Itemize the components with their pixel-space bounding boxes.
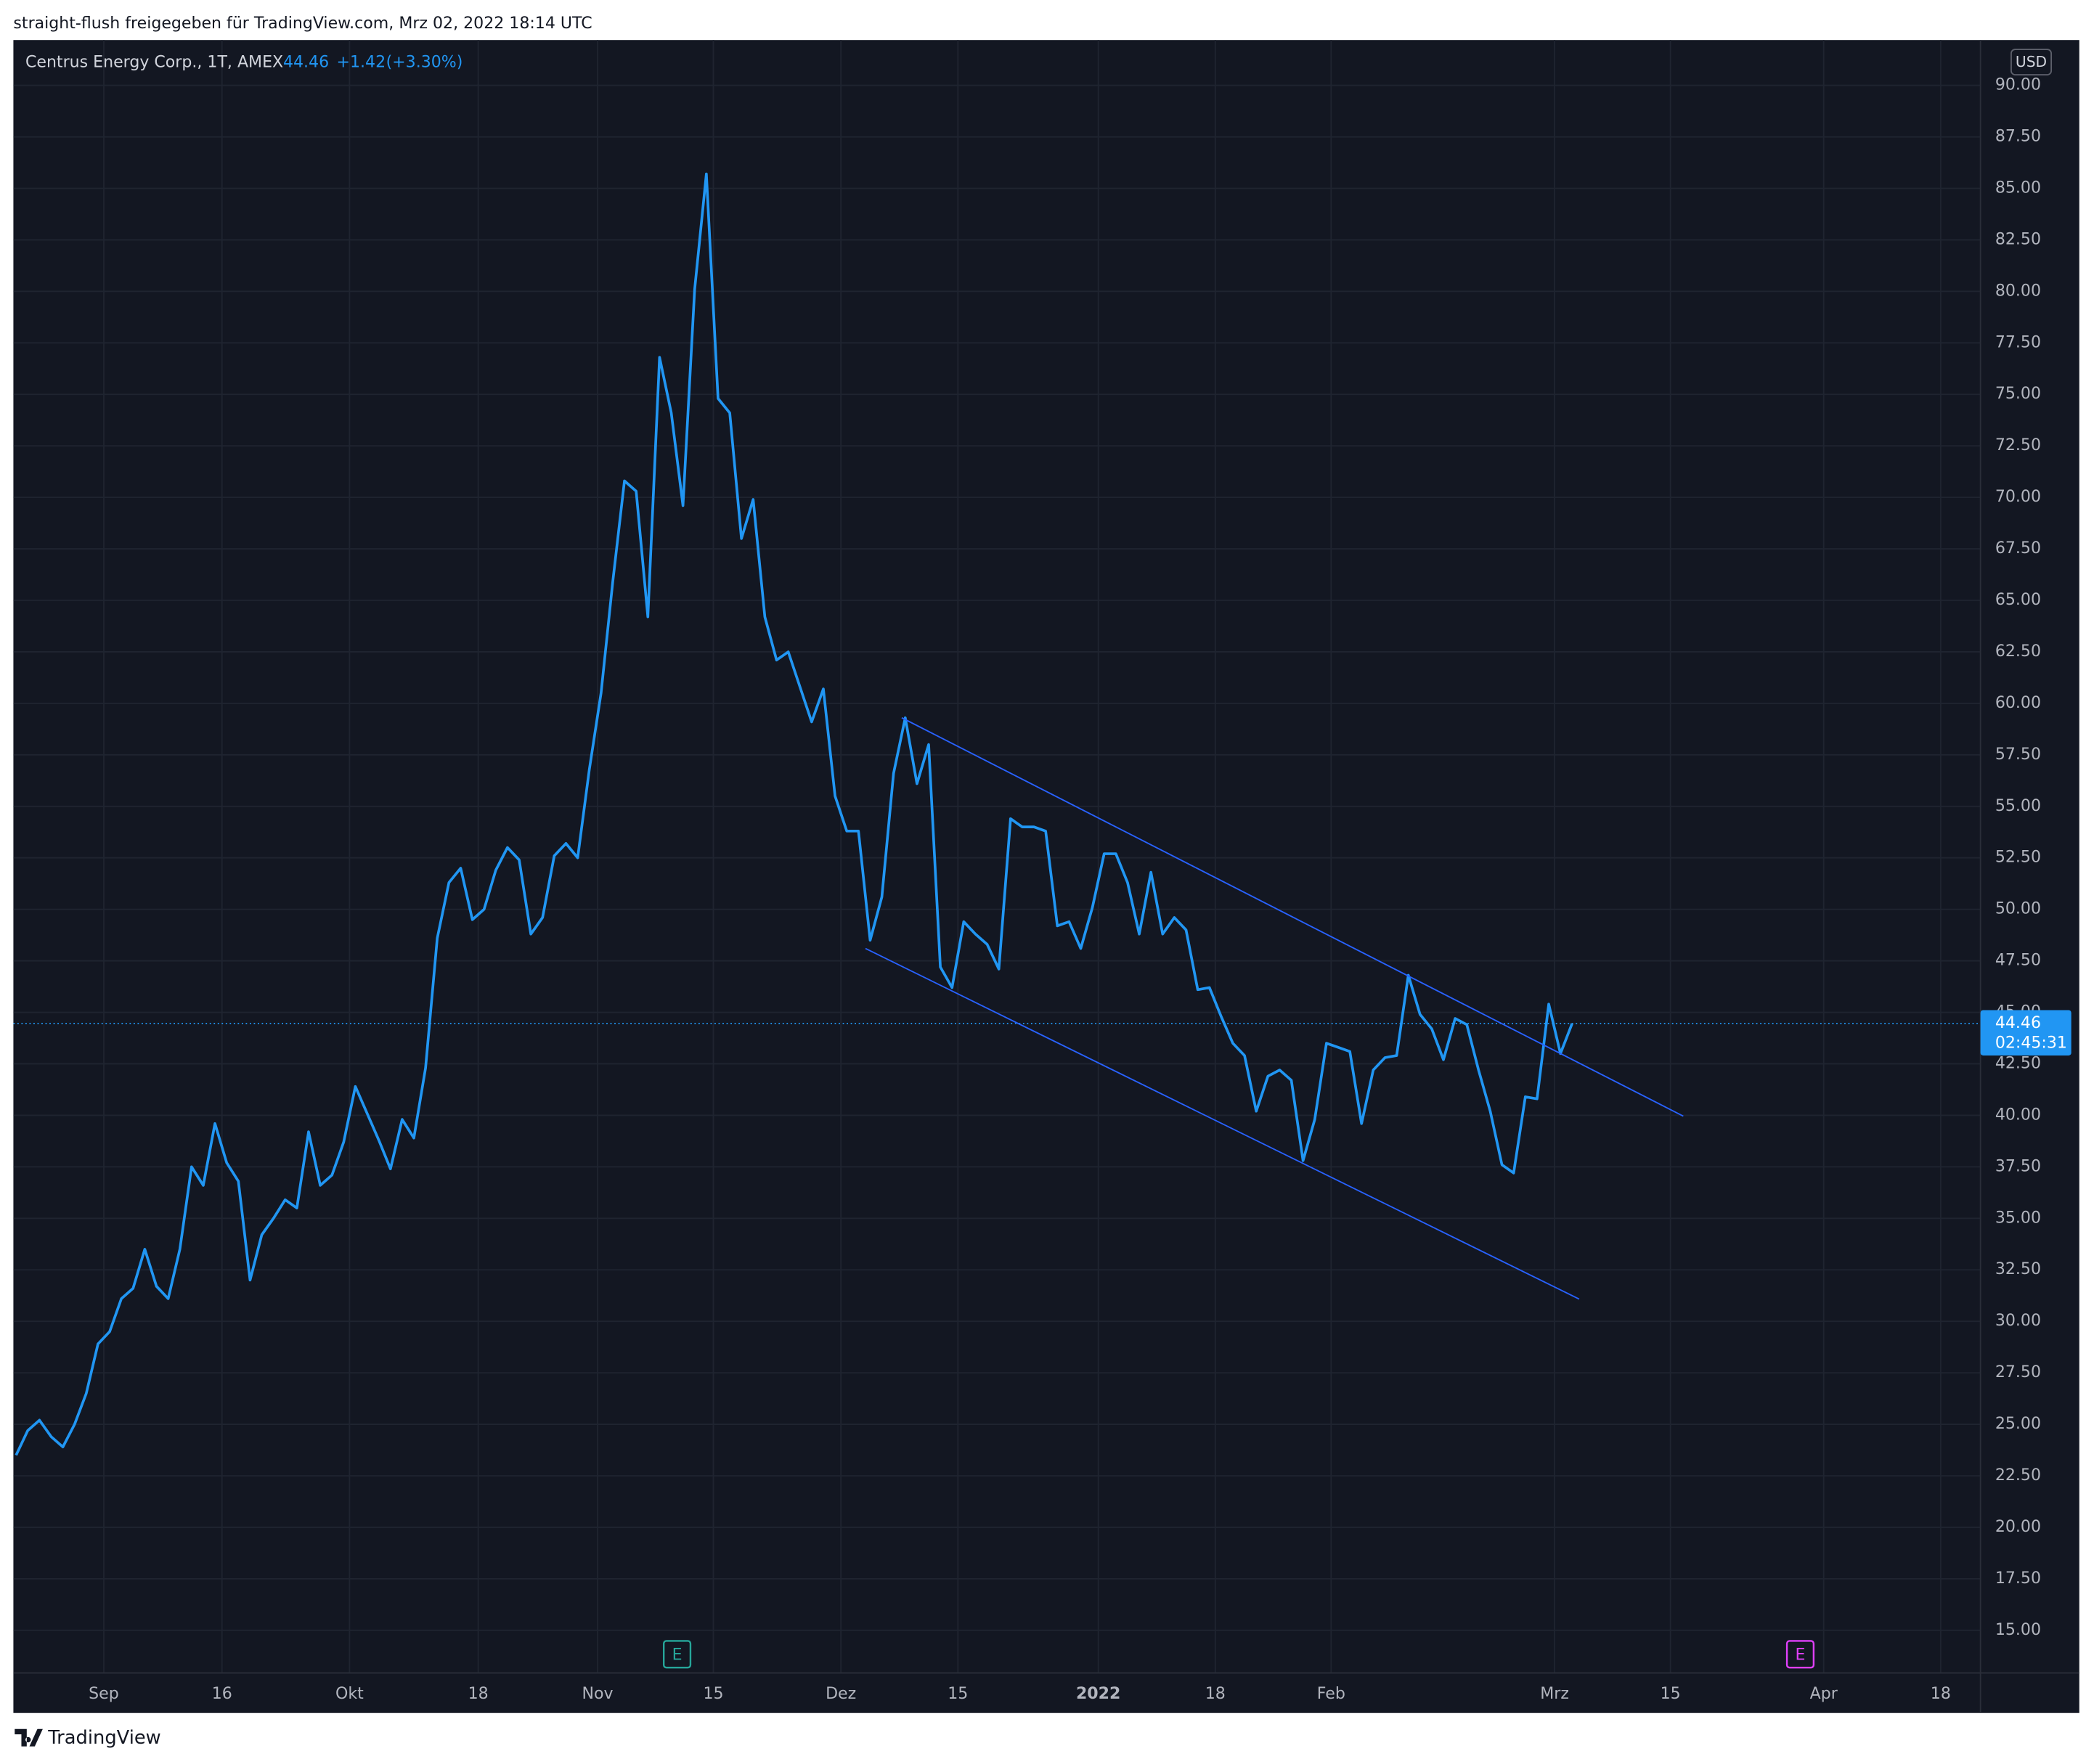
x-tick-label: 18 bbox=[468, 1685, 489, 1703]
x-tick-label: Sep bbox=[89, 1685, 119, 1703]
y-tick-label: 52.50 bbox=[1995, 849, 2041, 867]
earnings-marker bbox=[1785, 1640, 1815, 1669]
price-line bbox=[15, 172, 1573, 1456]
y-tick-label: 55.00 bbox=[1995, 797, 2041, 815]
y-tick-label: 90.00 bbox=[1995, 76, 2041, 94]
y-tick-label: 20.00 bbox=[1995, 1518, 2041, 1536]
countdown-label: 02:45:31 bbox=[1995, 1034, 2067, 1052]
y-tick-label: 72.50 bbox=[1995, 436, 2041, 454]
x-tick-label: Okt bbox=[335, 1685, 364, 1703]
x-tick-label: Dez bbox=[826, 1685, 856, 1703]
last-price-box bbox=[1980, 1010, 2071, 1056]
y-tick-label: 30.00 bbox=[1995, 1312, 2041, 1330]
y-tick-label: 77.50 bbox=[1995, 333, 2041, 351]
last-price-label: 44.46 bbox=[1995, 1014, 2041, 1032]
x-tick-label: 15 bbox=[948, 1685, 968, 1703]
y-tick-label: 62.50 bbox=[1995, 642, 2041, 661]
y-tick-label: 32.50 bbox=[1995, 1260, 2041, 1278]
y-tick-label: 60.00 bbox=[1995, 694, 2041, 712]
x-tick-label: 18 bbox=[1205, 1685, 1226, 1703]
chart-background bbox=[13, 40, 2079, 1713]
y-tick-label: 35.00 bbox=[1995, 1209, 2041, 1227]
y-tick-label: 85.00 bbox=[1995, 179, 2041, 197]
y-tick-label: 47.50 bbox=[1995, 952, 2041, 970]
y-tick-label: 42.50 bbox=[1995, 1054, 2041, 1072]
y-tick-label: 75.00 bbox=[1995, 385, 2041, 403]
x-tick-label: Mrz bbox=[1540, 1685, 1569, 1703]
earnings-marker bbox=[662, 1640, 692, 1669]
footer-brand: TradingView bbox=[47, 1727, 160, 1749]
currency-box bbox=[2011, 49, 2053, 75]
x-tick-label: 2022 bbox=[1076, 1685, 1120, 1703]
y-tick-label: 22.50 bbox=[1995, 1466, 2041, 1485]
y-tick-label: 37.50 bbox=[1995, 1157, 2041, 1175]
x-tick-label: 16 bbox=[212, 1685, 232, 1703]
earnings-label: E bbox=[1795, 1646, 1805, 1665]
y-tick-label: 80.00 bbox=[1995, 282, 2041, 300]
earnings-label: E bbox=[672, 1646, 683, 1665]
x-tick-label: 15 bbox=[703, 1685, 723, 1703]
x-tick-label: Feb bbox=[1317, 1685, 1345, 1703]
y-tick-label: 82.50 bbox=[1995, 230, 2041, 248]
y-tick-label: 25.00 bbox=[1995, 1415, 2041, 1433]
y-tick-label: 15.00 bbox=[1995, 1621, 2041, 1639]
trend-line bbox=[901, 716, 1684, 1117]
quote-change: +1.42 bbox=[337, 53, 386, 71]
y-tick-label: 50.00 bbox=[1995, 900, 2041, 918]
x-tick-label: 18 bbox=[1931, 1685, 1951, 1703]
y-tick-label: 57.50 bbox=[1995, 746, 2041, 764]
footer-logo bbox=[15, 1728, 43, 1747]
y-tick-label: 67.50 bbox=[1995, 539, 2041, 558]
x-tick-label: Nov bbox=[582, 1685, 613, 1703]
currency: USD bbox=[2016, 53, 2047, 70]
symbol: Centrus Energy Corp., 1T, AMEX bbox=[25, 53, 283, 71]
y-tick-label: 27.50 bbox=[1995, 1363, 2041, 1381]
y-tick-label: 40.00 bbox=[1995, 1106, 2041, 1124]
y-tick-label: 87.50 bbox=[1995, 128, 2041, 146]
grid bbox=[13, 40, 1981, 1673]
quote-last: 44.46 bbox=[283, 53, 329, 71]
trend-line bbox=[865, 947, 1580, 1300]
y-tick-label: 65.00 bbox=[1995, 591, 2041, 609]
y-tick-label: 70.00 bbox=[1995, 488, 2041, 506]
quote-change-pct: (+3.30%) bbox=[386, 53, 463, 71]
y-tick-label: 17.50 bbox=[1995, 1569, 2041, 1588]
x-tick-label: Apr bbox=[1810, 1685, 1838, 1703]
x-tick-label: 15 bbox=[1661, 1685, 1681, 1703]
share-text: straight-flush freigegeben für TradingVi… bbox=[13, 15, 592, 33]
